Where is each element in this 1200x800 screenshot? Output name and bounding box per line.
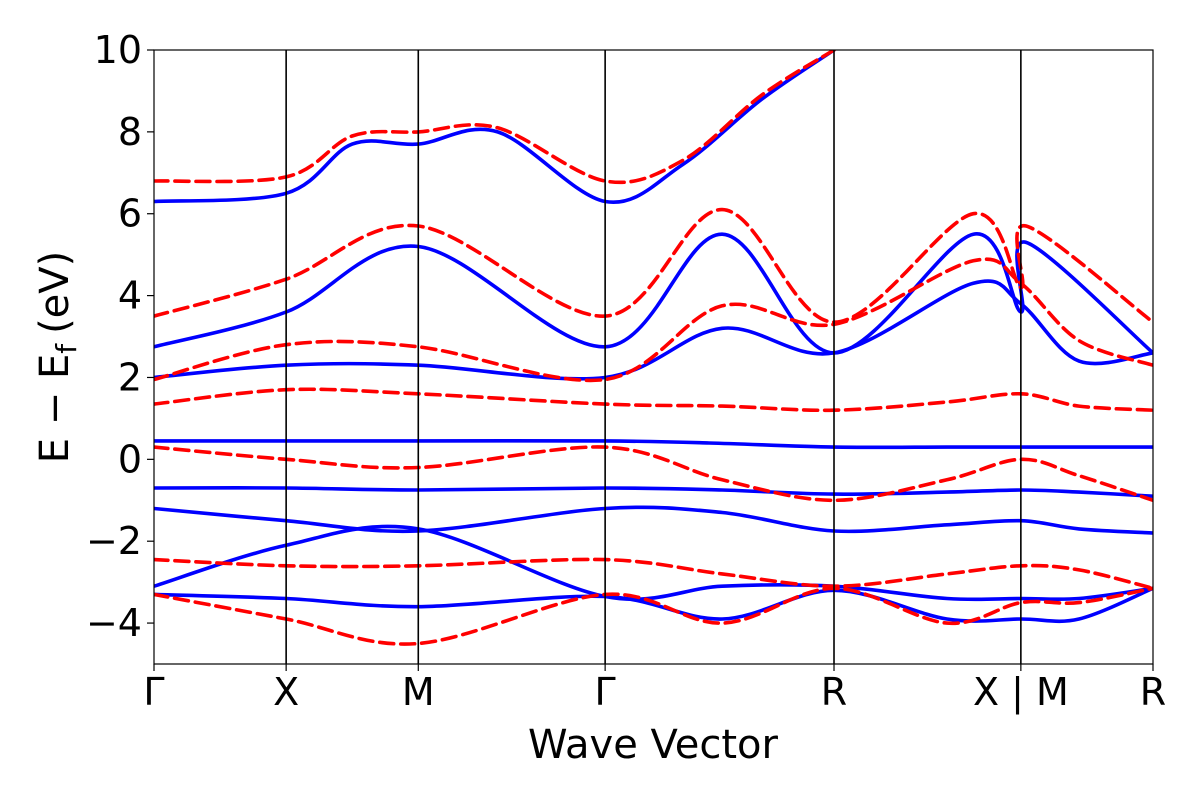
y-tick-label-7: 10 — [94, 28, 142, 72]
plot-frame — [153, 49, 1154, 665]
band-dashed-10 — [154, 257, 1153, 383]
y-axis-ticks: −4 −2 0 2 4 6 8 10 — [86, 28, 154, 645]
x-axis-title: Wave Vector — [528, 722, 779, 768]
band-dashed-14 — [154, 586, 1153, 646]
band-solid-3 — [154, 438, 1153, 450]
x-tick-label-4: R — [821, 670, 847, 714]
band-dashed-8 — [154, 50, 836, 185]
x-tick-label-3: Γ — [595, 670, 616, 714]
y-axis-title: E − Ef (eV) — [32, 251, 83, 464]
y-tick-label-5: 6 — [118, 192, 142, 236]
band-solid-1 — [154, 232, 1153, 355]
y-tick-label-6: 8 — [118, 110, 142, 154]
x-tick-label-0: Γ — [143, 670, 164, 714]
y-tick-label-0: −4 — [86, 601, 142, 645]
y-tick-label-1: −2 — [86, 519, 142, 563]
band-solid-2 — [154, 279, 1153, 381]
y-axis-title-sub: f — [50, 343, 83, 354]
y-tick-label-2: 0 — [118, 437, 142, 481]
band-dashed-13 — [154, 557, 1153, 591]
x-tick-label-6: R — [1140, 670, 1166, 714]
band-dashed-12 — [154, 445, 1153, 503]
band-dashed-11 — [154, 387, 1153, 413]
band-solid-0 — [154, 50, 836, 205]
y-axis-title-main: E − E — [32, 354, 78, 464]
y-tick-label-3: 2 — [118, 355, 142, 399]
band-solid-5 — [154, 505, 1153, 535]
x-axis-ticks: Γ X M Γ R X | M R — [143, 664, 1166, 715]
band-solid-7 — [154, 586, 1153, 624]
y-tick-label-4: 4 — [118, 274, 142, 318]
x-tick-label-5: X | M — [973, 670, 1069, 715]
x-tick-label-2: M — [402, 670, 435, 714]
band-solid-4 — [154, 486, 1153, 498]
x-tick-label-1: X — [273, 670, 299, 714]
band-solid-6 — [154, 524, 1153, 602]
y-axis-title-unit: (eV) — [32, 251, 78, 334]
high-symmetry-lines — [285, 50, 1022, 664]
